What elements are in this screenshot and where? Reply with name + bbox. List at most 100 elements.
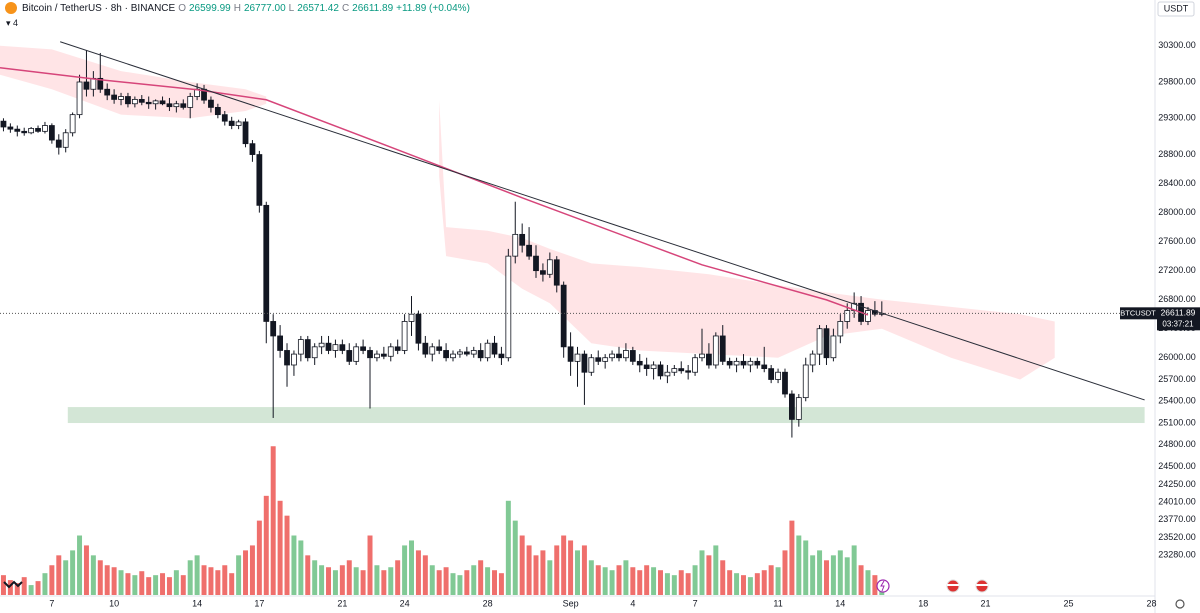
candle-body [809, 353, 816, 366]
candle-body [263, 204, 270, 322]
candle-body [540, 270, 546, 275]
candle-body [7, 126, 14, 130]
candle-body [311, 346, 318, 359]
volume-bar [312, 560, 318, 595]
y-tick-label: 28800.00 [1158, 149, 1196, 159]
candle-body [574, 353, 581, 362]
volume-bar [630, 567, 636, 595]
symbol-tag-label: BTCUSDT [1120, 308, 1156, 317]
open-label: O [178, 2, 186, 14]
volume-bar [464, 570, 470, 595]
candle-body [747, 360, 754, 366]
x-tick-label: 10 [109, 598, 119, 608]
candle-body [560, 284, 567, 348]
volume-bar [616, 565, 622, 595]
candle-body [291, 353, 297, 366]
candle-body [221, 114, 228, 122]
volume-bar [837, 550, 843, 595]
price-tag-countdown: 03:37:21 [1162, 319, 1194, 328]
volume-bar [104, 565, 110, 595]
volume-bar [768, 565, 774, 595]
x-tick-label: 28 [483, 598, 493, 608]
x-tick-label: 17 [254, 598, 264, 608]
volume-bar [187, 560, 193, 595]
volume-bar [713, 545, 719, 595]
candle-body [173, 103, 180, 108]
settings-icon[interactable] [1175, 599, 1185, 609]
volume-bar [561, 535, 567, 595]
candle-body [304, 339, 311, 359]
indicator-count-value: ▾ 4 [6, 18, 19, 28]
price-tag-value: 26611.89 [1161, 308, 1196, 318]
candle-body [706, 353, 712, 366]
volume-bar [492, 570, 497, 595]
volume-bar [830, 555, 836, 595]
candle-body [21, 130, 28, 134]
candle-body [35, 128, 41, 132]
y-tick-label: 29800.00 [1158, 76, 1196, 86]
candle-body [208, 99, 214, 108]
volume-bar [208, 567, 214, 595]
candle-body [422, 342, 429, 355]
volume-bar [519, 535, 525, 595]
volume-bar [346, 560, 352, 595]
candle-body [470, 350, 477, 355]
volume-bar [70, 550, 76, 595]
y-tick-label: 27200.00 [1158, 265, 1196, 275]
volume-bar [83, 545, 89, 595]
volume-bar [125, 573, 131, 595]
volume-bar [533, 555, 539, 595]
volume-bar [263, 495, 269, 595]
low-label: L [288, 2, 295, 14]
volume-bar [457, 575, 463, 595]
candle-body [387, 346, 394, 357]
volume-bar [547, 560, 553, 595]
x-tick-label: Sep [563, 598, 579, 608]
currency-button[interactable] [1157, 1, 1195, 17]
volume-bar [77, 535, 83, 595]
candle-body [546, 259, 553, 275]
candle-body [609, 353, 615, 359]
volume-bar [450, 573, 456, 595]
indicator-count[interactable]: ▾ 4 [6, 18, 18, 29]
candle-body [214, 106, 221, 116]
candle-body [775, 371, 781, 380]
candle-body [97, 77, 104, 90]
volume-bar [14, 583, 20, 595]
candle-body [346, 350, 353, 362]
y-tick-label: 23770.00 [1158, 514, 1196, 524]
candle-body [415, 313, 422, 344]
trendline [60, 41, 1145, 401]
candle-body [657, 364, 664, 377]
high-label: H [233, 2, 241, 14]
volume-bar [436, 570, 442, 595]
volume-bar [270, 446, 276, 595]
volume-bar [796, 535, 802, 595]
candle-body [533, 255, 539, 272]
candle-body [270, 321, 277, 337]
candle-body [125, 96, 131, 105]
volume-bar [823, 560, 829, 595]
volume-bar [132, 575, 138, 595]
candle-body [595, 357, 602, 362]
candle-body [180, 103, 187, 108]
volume-bar [443, 567, 449, 595]
volume-bar [42, 573, 48, 595]
flag-stripe [947, 584, 959, 586]
volume-bar [90, 555, 96, 595]
candle-body [498, 353, 505, 359]
volume-bar [581, 545, 587, 595]
y-tick-label: 29300.00 [1158, 113, 1196, 123]
candle-body [332, 344, 339, 351]
candle-body [249, 143, 256, 155]
candle-body [726, 360, 733, 366]
candle-body [235, 121, 242, 126]
volume-bar [353, 567, 359, 595]
volume-bar [21, 577, 27, 595]
volume-bar [409, 540, 415, 595]
candle-body [588, 357, 595, 373]
x-tick-label: 7 [49, 598, 54, 608]
volume-bar [35, 581, 41, 595]
